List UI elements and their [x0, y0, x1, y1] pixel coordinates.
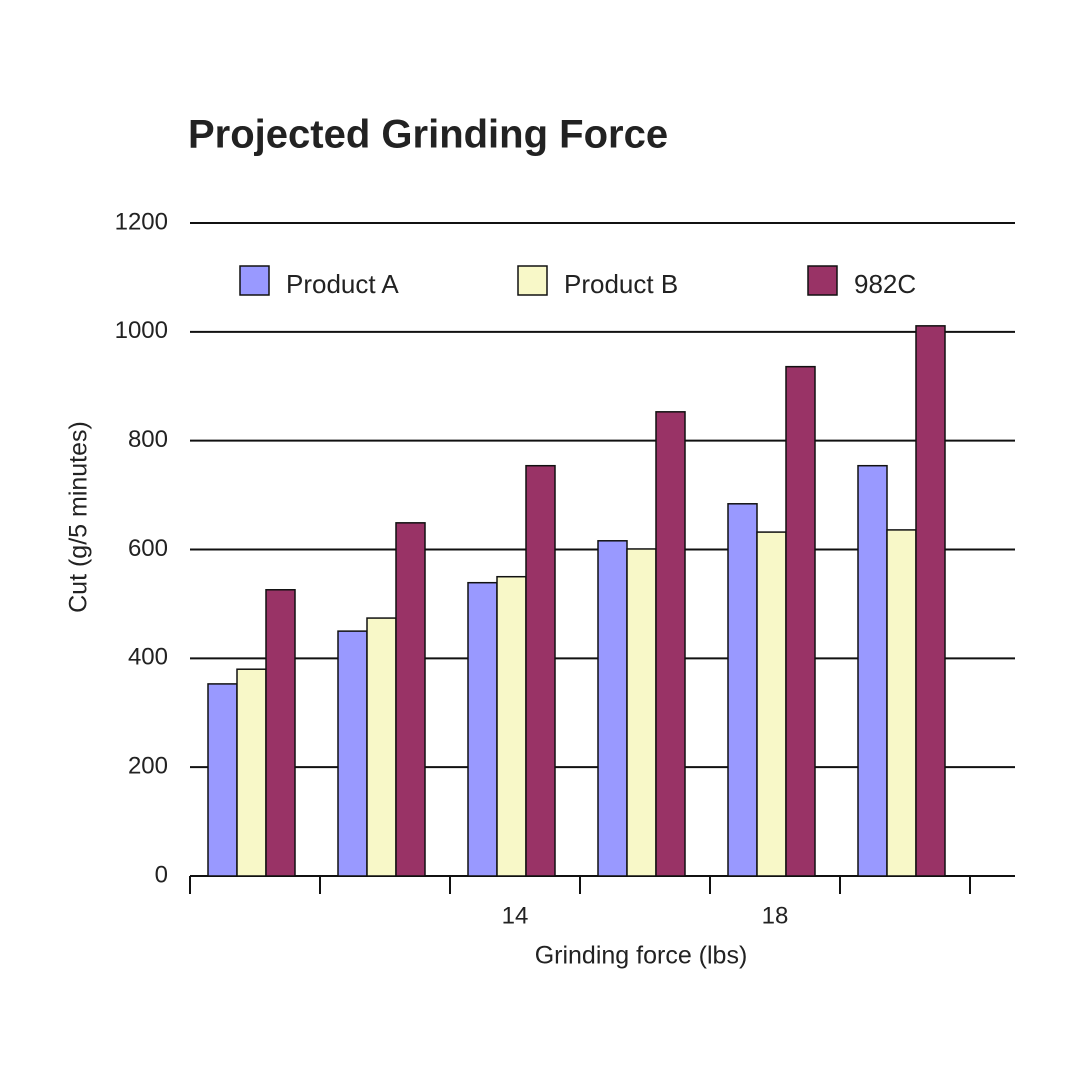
bar: [727, 503, 758, 877]
x-tick-label: 18: [762, 902, 789, 929]
y-tick-label: 400: [128, 644, 168, 671]
legend-label: Product B: [564, 269, 678, 299]
y-axis-label: Cut (g/5 minutes): [65, 421, 93, 613]
bar: [915, 325, 946, 877]
y-tick-label: 200: [128, 753, 168, 780]
bar: [886, 529, 917, 877]
bar: [785, 365, 816, 877]
bar: [756, 531, 787, 877]
bar: [395, 522, 426, 877]
y-tick-label: 1000: [115, 317, 168, 344]
bar: [857, 464, 888, 877]
y-tick-label: 600: [128, 535, 168, 562]
legend-swatch: [807, 265, 838, 296]
legend-swatch: [239, 265, 270, 296]
legend-label: Product A: [286, 269, 399, 299]
legend-swatch: [517, 265, 548, 296]
bar: [467, 581, 498, 877]
bar: [207, 683, 238, 877]
x-tick-label: 14: [502, 902, 529, 929]
y-tick-label: 800: [128, 426, 168, 453]
x-axis-label: Grinding force (lbs): [535, 942, 748, 970]
bar: [525, 464, 556, 877]
bar: [337, 630, 368, 877]
legend-label: 982C: [854, 269, 916, 299]
y-tick-label: 0: [155, 861, 168, 888]
y-tick-label: 1200: [115, 208, 168, 235]
bar: [366, 617, 397, 877]
bar: [626, 548, 657, 877]
bar: [265, 589, 296, 877]
chart-title: Projected Grinding Force: [188, 113, 668, 157]
bar: [236, 668, 267, 877]
bar: [655, 411, 686, 877]
bar: [496, 575, 527, 877]
bar: [597, 540, 628, 877]
